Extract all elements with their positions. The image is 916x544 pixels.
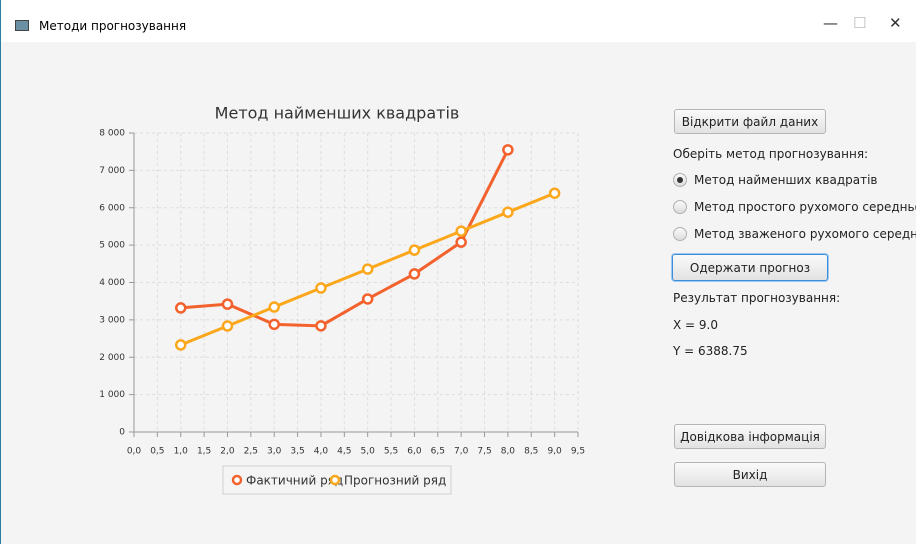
point (455, 236, 467, 248)
window-title: Методи прогнозування (39, 19, 187, 33)
y-tick-label: 4 000 (99, 278, 125, 288)
point (408, 268, 421, 280)
y-tick-label: 3 000 (99, 315, 125, 325)
point (268, 318, 280, 331)
point (548, 187, 561, 199)
x-tick-label: 2,5 (244, 447, 258, 457)
result-label: Результат прогнозування: (673, 291, 841, 305)
forecast-button[interactable]: Одержати прогноз (672, 254, 828, 281)
radio-label: Метод найменших квадратів (694, 173, 878, 187)
x-tick-label: 1,5 (197, 447, 211, 457)
radio-circle (673, 227, 687, 241)
point (361, 263, 374, 275)
y-tick-label: 1 000 (99, 390, 125, 400)
point (315, 320, 327, 332)
x-tick-label: 4,0 (314, 447, 329, 457)
result-x: X = 9.0 (673, 318, 718, 332)
point (455, 225, 467, 237)
method-radio[interactable]: Метод зваженого рухомого середнього (673, 227, 916, 241)
x-tick-label: 8,0 (501, 447, 516, 457)
x-tick-label: 9,5 (571, 447, 585, 457)
method-radio[interactable]: Метод простого рухомого середнього (673, 200, 916, 214)
x-tick-label: 4,5 (337, 447, 351, 457)
method-label: Оберіть метод прогнозування: (673, 147, 869, 161)
y-tick-label: 0 (119, 428, 125, 438)
app-icon (15, 20, 29, 31)
exit-button[interactable]: Вихід (674, 462, 826, 487)
x-tick-label: 3,0 (267, 447, 282, 457)
x-tick-label: 9,0 (547, 447, 562, 457)
x-tick-label: 6,0 (407, 447, 422, 457)
x-tick-label: 3,5 (290, 447, 304, 457)
chart-title: Метод найменших квадратів (215, 104, 460, 123)
radio-label: Метод зваженого рухомого середнього (694, 227, 916, 241)
x-tick-label: 7,5 (477, 447, 491, 457)
x-tick-label: 6,5 (431, 447, 445, 457)
x-tick-label: 7,0 (454, 447, 469, 457)
point (408, 244, 421, 256)
legend-symbol (329, 474, 341, 486)
y-tick-label: 2 000 (99, 353, 125, 363)
help-button[interactable]: Довідкова інформація (674, 424, 826, 449)
x-tick-label: 5,0 (361, 447, 376, 457)
radio-circle (673, 173, 687, 187)
chart: Метод найменших квадратів 0 1 000 2 000 3 0… (99, 104, 585, 495)
point (502, 206, 514, 218)
series-line (180, 149, 510, 328)
legend-symbol (231, 474, 243, 486)
title-bar: Методи прогнозування — ☐ ✕ (1, 0, 916, 42)
radio-circle (673, 200, 687, 214)
minimize-button[interactable]: — (823, 14, 838, 32)
y-tick-label: 6 000 (99, 203, 125, 213)
x-tick-label: 8,5 (524, 447, 538, 457)
x-tick-label: 0,0 (127, 447, 142, 457)
point (361, 293, 374, 305)
close-button[interactable]: ✕ (889, 14, 902, 32)
point (221, 298, 234, 310)
legend-label: Прогнозний ряд (344, 474, 446, 488)
method-radio[interactable]: Метод найменших квадратів (673, 173, 878, 187)
point (268, 301, 280, 313)
maximize-button[interactable]: ☐ (853, 14, 867, 32)
radio-label: Метод простого рухомого середнього (694, 200, 916, 214)
point (221, 320, 234, 332)
y-tick-label: 8 000 (99, 129, 125, 139)
point (502, 144, 514, 156)
result-y: Y = 6388.75 (673, 344, 748, 358)
x-tick-label: 5,5 (384, 447, 398, 457)
legend-label: Фактичний ряд (246, 474, 343, 488)
open-file-button[interactable]: Відкрити файл даних (674, 109, 826, 134)
x-tick-label: 0,5 (150, 447, 164, 457)
x-tick-label: 1,0 (174, 447, 189, 457)
point (315, 282, 327, 294)
y-tick-label: 7 000 (99, 166, 125, 176)
x-tick-label: 2,0 (220, 447, 235, 457)
point (174, 339, 187, 351)
y-tick-label: 5 000 (99, 241, 125, 251)
point (174, 302, 187, 314)
